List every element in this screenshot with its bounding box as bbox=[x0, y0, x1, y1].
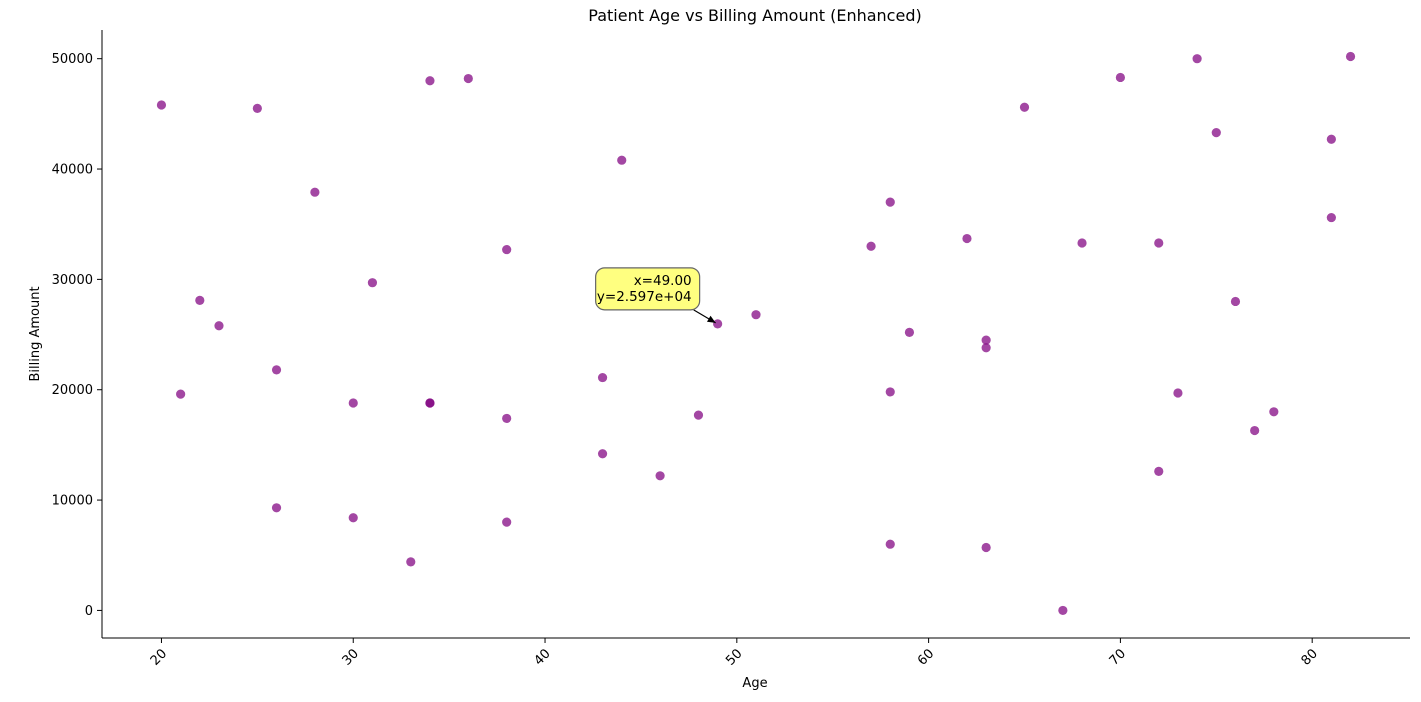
data-point bbox=[1345, 51, 1356, 62]
data-point bbox=[1269, 407, 1279, 417]
data-point bbox=[885, 387, 895, 397]
data-point bbox=[655, 471, 665, 481]
data-point bbox=[1192, 54, 1202, 64]
data-point bbox=[348, 398, 358, 408]
data-point bbox=[866, 241, 876, 251]
data-point bbox=[502, 413, 512, 424]
data-point bbox=[425, 398, 435, 408]
data-point bbox=[1154, 238, 1164, 248]
annotation-box bbox=[595, 267, 701, 311]
x-axis-label: Age bbox=[742, 676, 767, 691]
data-point bbox=[463, 73, 473, 84]
data-point bbox=[425, 76, 435, 86]
annotation-x-text: x=49.00 bbox=[634, 273, 692, 289]
data-point bbox=[1326, 134, 1336, 144]
data-point bbox=[1250, 425, 1260, 436]
data-point bbox=[1154, 466, 1164, 476]
x-ticks: 20 30 40 50 60 70 80 bbox=[148, 638, 1321, 669]
chart-title: Patient Age vs Billing Amount (Enhanced) bbox=[588, 6, 921, 25]
data-point bbox=[1326, 212, 1336, 223]
data-point bbox=[1058, 605, 1068, 616]
annotation-y-text: y=2.597e+04 bbox=[597, 289, 692, 305]
data-point bbox=[693, 410, 704, 420]
data-point bbox=[271, 365, 282, 375]
data-point bbox=[502, 517, 512, 527]
y-tick-label: 10000 bbox=[52, 494, 93, 509]
data-point bbox=[1211, 128, 1221, 138]
data-point bbox=[885, 197, 895, 207]
data-point bbox=[713, 319, 723, 329]
annotation-arrowhead bbox=[706, 315, 716, 323]
x-tick-label: 50 bbox=[723, 646, 745, 668]
data-point bbox=[981, 343, 991, 353]
data-point bbox=[214, 321, 224, 331]
point-annotation: x=49.00 y=2.597e+04 bbox=[595, 267, 716, 324]
data-point bbox=[1019, 102, 1030, 112]
y-tick-label: 20000 bbox=[52, 383, 93, 398]
data-point bbox=[195, 295, 205, 305]
data-point bbox=[1173, 388, 1183, 398]
data-point bbox=[271, 503, 282, 513]
x-tick-label: 70 bbox=[1107, 646, 1129, 668]
data-point bbox=[981, 542, 991, 553]
data-point bbox=[1115, 72, 1125, 83]
data-point bbox=[597, 372, 608, 383]
data-point bbox=[252, 103, 262, 113]
data-point bbox=[156, 100, 167, 110]
data-point bbox=[962, 233, 972, 244]
data-point bbox=[904, 327, 915, 337]
y-ticks: 0 10000 20000 30000 40000 50000 bbox=[52, 52, 102, 619]
data-point bbox=[597, 449, 608, 459]
data-point bbox=[406, 557, 416, 567]
y-tick-label: 0 bbox=[85, 604, 93, 619]
data-point bbox=[1077, 238, 1087, 248]
y-tick-label: 30000 bbox=[52, 273, 93, 288]
x-tick-label: 20 bbox=[148, 646, 170, 668]
y-tick-label: 50000 bbox=[52, 52, 93, 67]
data-point bbox=[981, 335, 991, 345]
x-tick-label: 30 bbox=[340, 646, 362, 668]
x-tick-label: 60 bbox=[915, 646, 937, 668]
y-axis-label: Billing Amount bbox=[28, 286, 43, 381]
data-points bbox=[156, 51, 1356, 616]
data-point bbox=[310, 187, 320, 197]
data-point bbox=[348, 513, 358, 523]
data-point bbox=[1230, 296, 1241, 307]
axes bbox=[101, 30, 1410, 639]
data-point bbox=[885, 539, 895, 549]
y-tick-label: 40000 bbox=[52, 163, 93, 178]
data-point bbox=[617, 155, 627, 165]
x-tick-label: 80 bbox=[1299, 646, 1321, 668]
data-point bbox=[176, 389, 186, 399]
x-tick-label: 40 bbox=[531, 646, 553, 668]
data-point bbox=[367, 278, 378, 288]
data-point bbox=[751, 310, 761, 320]
data-point bbox=[502, 244, 512, 255]
